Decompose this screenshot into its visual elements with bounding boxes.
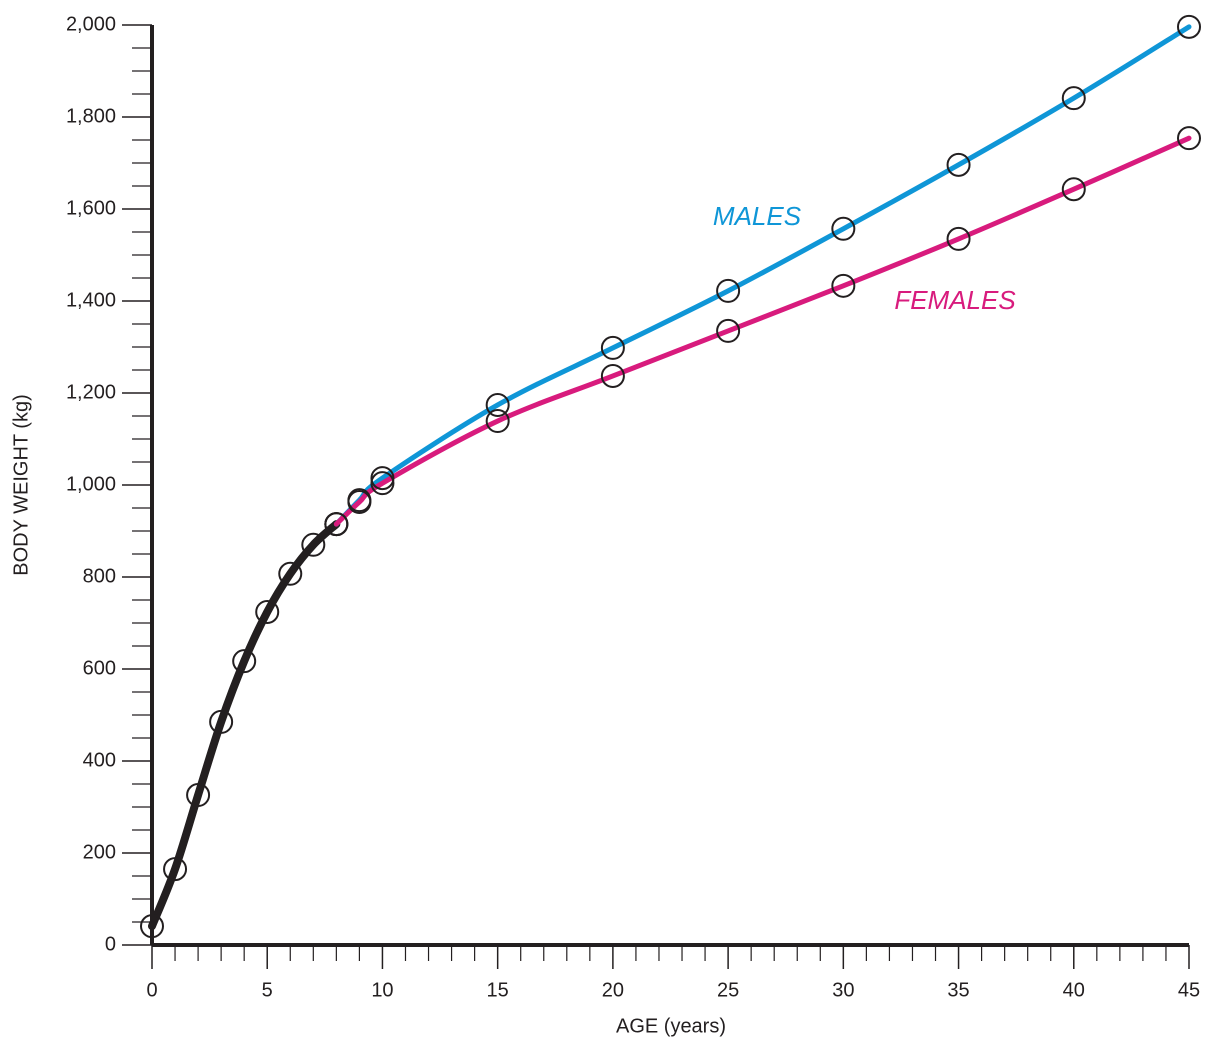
y-tick-label: 1,400: [66, 289, 116, 311]
series-label: FEMALES: [894, 285, 1016, 315]
x-tick-label: 45: [1178, 979, 1200, 1001]
lines-layer: [152, 27, 1189, 926]
y-tick-label: 200: [83, 841, 116, 863]
y-tick-label: 1,800: [66, 105, 116, 127]
y-tick-label: 400: [83, 749, 116, 771]
y-tick-label: 2,000: [66, 13, 116, 35]
x-tick-label: 10: [371, 979, 393, 1001]
chart: AGE (years) BODY WEIGHT (kg) MALES FEMAL…: [0, 0, 1212, 1041]
series-line: [336, 138, 1189, 524]
points-layer: [141, 16, 1200, 937]
series-line: [336, 27, 1189, 524]
x-tick-label: 40: [1063, 979, 1085, 1001]
x-tick-label: 30: [832, 979, 854, 1001]
y-tick-label: 0: [105, 933, 116, 955]
x-tick-label: 35: [947, 979, 969, 1001]
y-tick-label: 1,200: [66, 381, 116, 403]
y-axis-label: BODY WEIGHT (kg): [10, 394, 32, 576]
x-tick-label: 20: [602, 979, 624, 1001]
y-tick-label: 800: [83, 565, 116, 587]
x-tick-label: 25: [717, 979, 739, 1001]
y-tick-label: 1,000: [66, 473, 116, 495]
x-axis-label: AGE (years): [616, 1015, 726, 1037]
series-line: [152, 524, 336, 926]
x-tick-label: 0: [146, 979, 157, 1001]
y-tick-label: 600: [83, 657, 116, 679]
x-tick-label: 15: [487, 979, 509, 1001]
x-tick-label: 5: [262, 979, 273, 1001]
series-label: MALES: [713, 201, 802, 231]
y-tick-label: 1,600: [66, 197, 116, 219]
